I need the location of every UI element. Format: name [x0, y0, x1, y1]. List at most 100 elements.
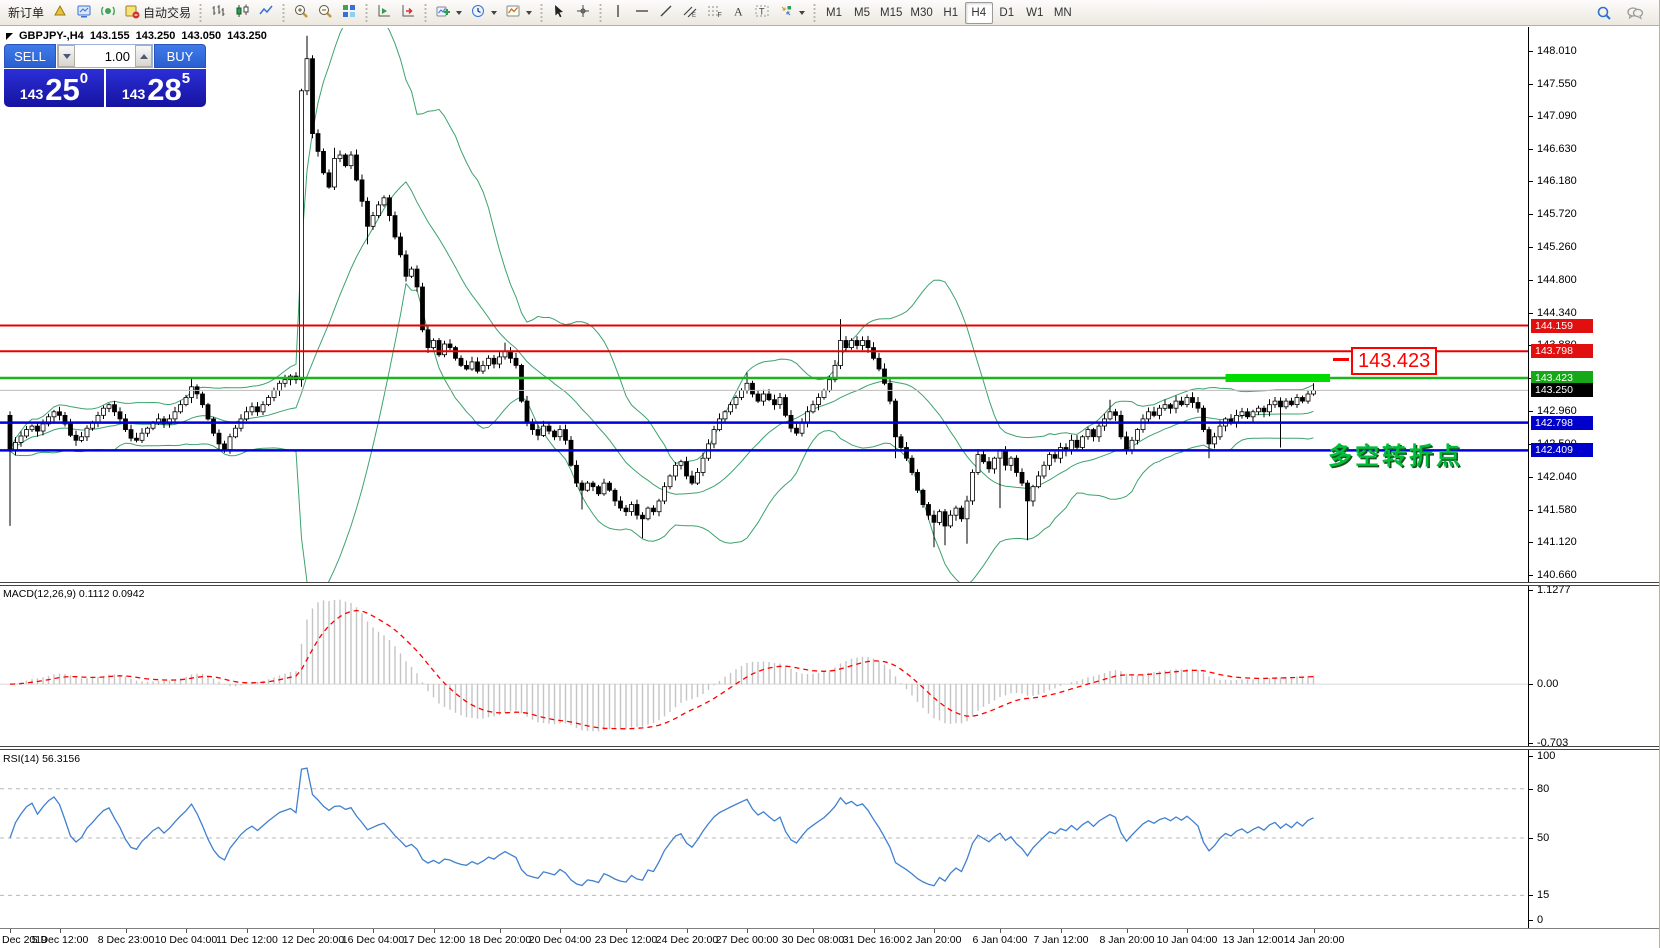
autotrading-button[interactable]: 自动交易: [120, 2, 195, 24]
trendline-button[interactable]: [654, 2, 678, 24]
price-tick-label: 147.550: [1537, 78, 1577, 90]
price-tick: [1529, 84, 1533, 85]
buy-button[interactable]: BUY: [154, 44, 206, 68]
price-tick: [1529, 181, 1533, 182]
time-label: 17 Dec 12:00: [402, 934, 466, 946]
timeframe-d1[interactable]: D1: [993, 2, 1021, 24]
rsi-label: RSI(14) 56.3156: [3, 753, 81, 765]
tiles-icon: [341, 3, 357, 22]
price-tick-label: 146.630: [1537, 143, 1577, 155]
terminal-icon: [76, 3, 92, 22]
trend-note-text[interactable]: 多空转折点: [1328, 443, 1463, 470]
metaeditor-button[interactable]: [48, 2, 72, 24]
volume-increase-button[interactable]: [135, 45, 152, 67]
bar-chart-button[interactable]: [206, 2, 230, 24]
price-tick: [1529, 51, 1533, 52]
fibo-icon: F: [706, 3, 722, 22]
one-click-trade-panel: SELL BUY 143 25 0 143 28 5: [4, 44, 206, 107]
volume-input[interactable]: [75, 45, 135, 67]
candlestick-chart-button[interactable]: [230, 2, 254, 24]
time-tick: [313, 929, 314, 933]
panel-divider[interactable]: [0, 582, 1659, 586]
timeframe-m5[interactable]: M5: [848, 2, 876, 24]
ohlc-low: 143.050: [181, 30, 222, 42]
timeframe-m15[interactable]: M15: [876, 2, 906, 24]
indicators-button[interactable]: [431, 2, 466, 24]
terminal-button[interactable]: [72, 2, 96, 24]
price-tick: [1529, 280, 1533, 281]
macd-tick: [1529, 743, 1533, 744]
price-tick: [1529, 149, 1533, 150]
rsi-tick: [1529, 838, 1533, 839]
macd-tick-label: 1.1277: [1537, 584, 1571, 596]
price-badge-143.250: 143.250: [1531, 383, 1593, 397]
time-label: 20 Dec 04:00: [528, 934, 592, 946]
timeframe-m30[interactable]: M30: [906, 2, 936, 24]
label-icon: T: [754, 3, 770, 22]
chartshift-icon: [400, 3, 416, 22]
sell-price-big: 25: [45, 72, 80, 107]
tile-windows-button[interactable]: [337, 2, 361, 24]
panel-divider[interactable]: [0, 746, 1659, 750]
buy-price-big: 28: [147, 72, 182, 107]
ohlc-close: 143.250: [227, 30, 267, 42]
line-chart-button[interactable]: [254, 2, 278, 24]
time-label: 13 Jan 12:00: [1222, 934, 1284, 946]
volume-decrease-button[interactable]: [58, 45, 75, 67]
time-label: 24 Dec 20:00: [655, 934, 719, 946]
new-order-button[interactable]: 新订单: [4, 2, 48, 24]
news-button[interactable]: [96, 2, 120, 24]
chart-shift-button[interactable]: [396, 2, 420, 24]
horizontal-line-button[interactable]: [630, 2, 654, 24]
time-tick: [1127, 929, 1128, 933]
cursor-button[interactable]: [547, 2, 571, 24]
svg-text:T: T: [759, 7, 765, 17]
crosshair-button[interactable]: [571, 2, 595, 24]
zoom-out-button[interactable]: [313, 2, 337, 24]
templates-button[interactable]: [501, 2, 536, 24]
timeframe-w1[interactable]: W1: [1021, 2, 1049, 24]
periods-button[interactable]: [466, 2, 501, 24]
toolbar: 新订单 自动交易 E F A T M1 M5 M15 M30 H1 H4 D1 W1 MN: [0, 0, 1659, 26]
zoom-in-button[interactable]: [289, 2, 313, 24]
timeframe-m1[interactable]: M1: [820, 2, 848, 24]
rsi-tick-label: 50: [1537, 832, 1550, 844]
time-tick: [874, 929, 875, 933]
vertical-line-button[interactable]: [606, 2, 630, 24]
arrows-button[interactable]: [774, 2, 809, 24]
sell-button[interactable]: SELL: [4, 44, 56, 68]
sell-price[interactable]: 143 25 0: [4, 69, 104, 107]
time-label: 31 Dec 16:00: [842, 934, 906, 946]
dropdown-caret-icon: [491, 10, 498, 15]
buy-price[interactable]: 143 28 5: [106, 69, 206, 107]
search-button[interactable]: [1592, 2, 1616, 24]
fibonacci-button[interactable]: F: [702, 2, 726, 24]
auto-scroll-button[interactable]: [372, 2, 396, 24]
macd-histogram: [14, 599, 1315, 732]
channel-button[interactable]: E: [678, 2, 702, 24]
text-button[interactable]: A: [726, 2, 750, 24]
price-tick: [1529, 542, 1533, 543]
time-label: 18 Dec 20:00: [468, 934, 532, 946]
timeframe-mn[interactable]: MN: [1049, 2, 1077, 24]
autoscroll-icon: [376, 3, 392, 22]
price-badge-144.159: 144.159: [1531, 319, 1593, 333]
level-price-label[interactable]: 143.423: [1351, 347, 1438, 375]
price-tick: [1529, 575, 1533, 576]
timeframe-h1[interactable]: H1: [937, 2, 965, 24]
candle-wicks: [9, 35, 1314, 548]
time-label: 27 Dec 00:00: [715, 934, 779, 946]
bollinger-lower: [9, 282, 1314, 583]
timeframe-h4[interactable]: H4: [964, 1, 993, 24]
time-tick: [434, 929, 435, 933]
time-label: 7 Jan 12:00: [1033, 934, 1089, 946]
text-label-button[interactable]: T: [750, 2, 774, 24]
price-tick-label: 147.090: [1537, 110, 1577, 122]
buy-price-sup: 5: [181, 70, 191, 87]
time-label: 11 Dec 12:00: [216, 934, 278, 946]
chat-button[interactable]: [1622, 2, 1648, 24]
template-icon: [505, 3, 521, 22]
time-label: 30 Dec 08:00: [781, 934, 845, 946]
time-label: 12 Dec 20:00: [281, 934, 345, 946]
